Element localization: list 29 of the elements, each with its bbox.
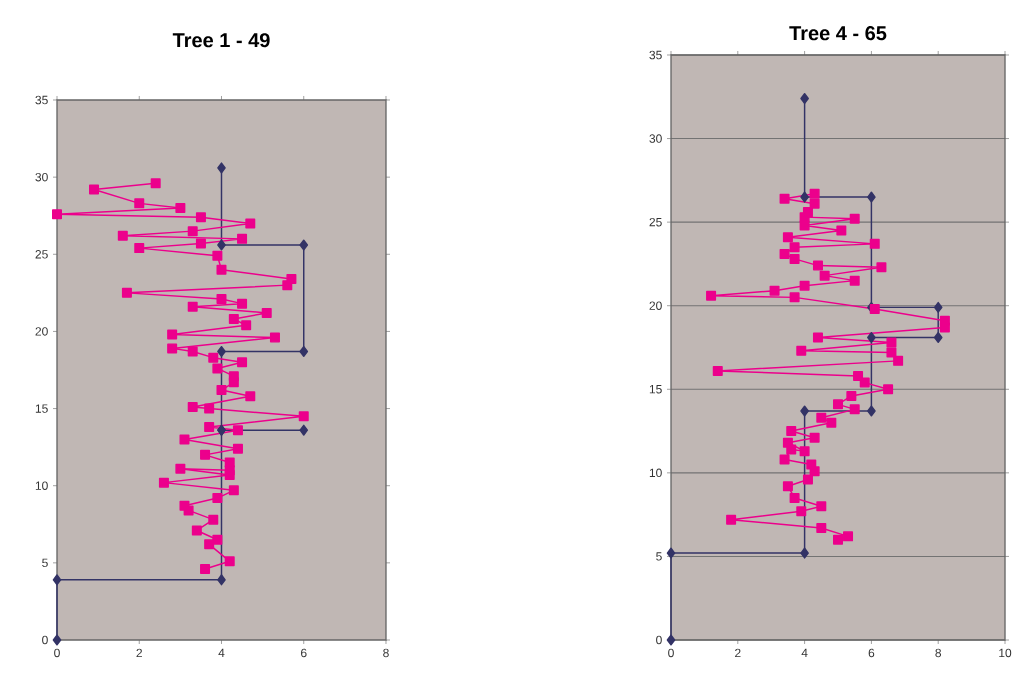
x-tick-label: 6 bbox=[868, 648, 875, 658]
y-tick-label: 0 bbox=[42, 635, 48, 645]
y-tick-label: 30 bbox=[649, 134, 662, 143]
x-tick-label: 2 bbox=[136, 648, 142, 658]
y-tick-label: 10 bbox=[35, 481, 48, 490]
x-tick-label: 6 bbox=[301, 648, 307, 658]
y-tick-label: 10 bbox=[649, 468, 662, 478]
y-tick-label: 15 bbox=[35, 404, 48, 413]
y-tick-label: 20 bbox=[649, 301, 662, 310]
chart-title: Tree 1 - 49 bbox=[172, 33, 270, 48]
x-tick-label: 2 bbox=[735, 648, 741, 658]
x-tick-label: 4 bbox=[801, 648, 808, 657]
x-tick-label: 0 bbox=[668, 648, 674, 658]
y-tick-label: 5 bbox=[42, 558, 48, 568]
x-tick-label: 10 bbox=[999, 648, 1012, 658]
y-tick-label: 35 bbox=[649, 50, 662, 60]
y-tick-label: 30 bbox=[35, 172, 48, 182]
y-tick-label: 25 bbox=[649, 217, 662, 227]
y-tick-label: 5 bbox=[656, 552, 662, 561]
x-tick-label: 8 bbox=[935, 648, 942, 658]
x-tick-label: 8 bbox=[383, 648, 389, 658]
y-tick-label: 0 bbox=[656, 635, 662, 645]
y-tick-label: 15 bbox=[649, 385, 662, 394]
y-tick-label: 25 bbox=[35, 250, 48, 259]
x-tick-label: 4 bbox=[218, 648, 225, 657]
y-tick-label: 20 bbox=[35, 327, 48, 336]
x-tick-label: 0 bbox=[54, 648, 60, 658]
chart-title: Tree 4 - 65 bbox=[789, 26, 887, 41]
y-tick-label: 35 bbox=[35, 95, 48, 105]
